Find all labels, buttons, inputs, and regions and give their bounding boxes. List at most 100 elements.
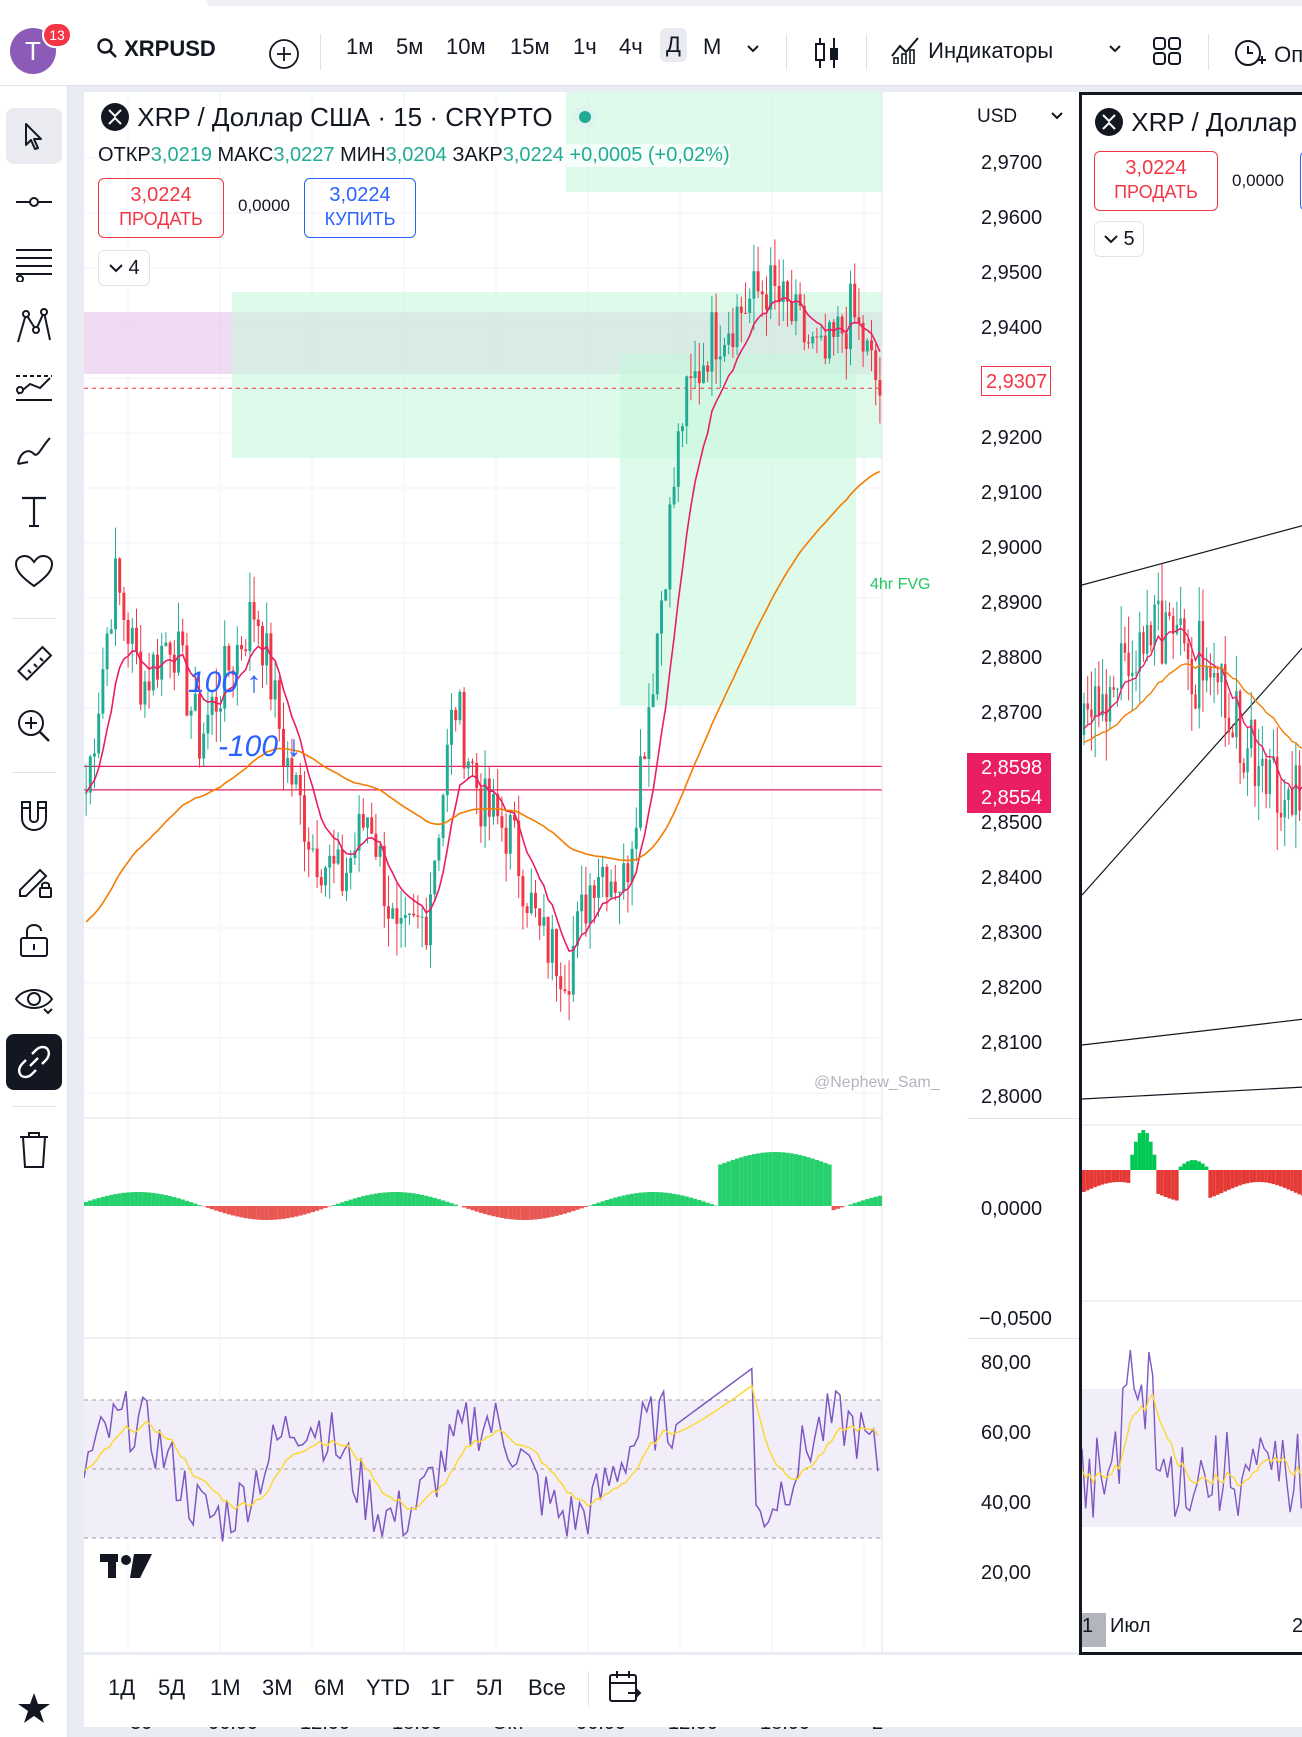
candle-body — [332, 855, 336, 864]
lock-all-tool[interactable] — [6, 912, 62, 968]
candle-body — [126, 619, 130, 644]
oscillator-bar — [537, 1206, 542, 1220]
timeframe-4h[interactable]: 4ч — [619, 34, 643, 59]
candle-body — [571, 945, 575, 995]
sell-button[interactable]: 3,0224 ПРОДАТЬ — [98, 178, 224, 238]
oscillator-bar — [294, 1206, 299, 1217]
candle-body — [210, 696, 214, 715]
secondary-sell-button[interactable]: 3,0224 ПРОДАТЬ — [1094, 151, 1218, 211]
timeframe-5m[interactable]: 5м — [396, 34, 424, 59]
sidebar-divider — [12, 1106, 56, 1107]
range-1m[interactable]: 1М — [210, 1675, 241, 1700]
bottombar-divider — [588, 1671, 589, 1707]
range-3m[interactable]: 3М — [262, 1675, 293, 1700]
timeframe-1h[interactable]: 1ч — [573, 34, 597, 59]
compare-button[interactable] — [268, 38, 300, 76]
secondary-chart-svg[interactable] — [1082, 95, 1302, 1655]
oscillator-bar — [247, 1206, 252, 1219]
candle-body — [664, 589, 668, 601]
pane-divider — [967, 1338, 1079, 1339]
oscillator-bar — [121, 1192, 126, 1206]
candle-body — [1220, 664, 1223, 683]
timeframe-1m[interactable]: 1м — [346, 34, 374, 59]
symbol-search[interactable]: XRPUSD — [96, 36, 216, 62]
candle-body — [525, 906, 529, 914]
oscillator-bar — [168, 1196, 173, 1206]
fib-tool[interactable] — [6, 236, 62, 292]
measure-tool[interactable] — [6, 636, 62, 692]
indicators-dropdown[interactable] — [1106, 38, 1124, 64]
range-5d[interactable]: 5Д — [158, 1675, 186, 1700]
timeframe-15m[interactable]: 15м — [510, 34, 550, 59]
oscillator-bar — [1197, 1161, 1201, 1170]
candle-body — [118, 558, 122, 593]
timeframe-10m[interactable]: 10м — [446, 34, 486, 59]
price-tick: 2,9000 — [981, 537, 1043, 559]
indicators-collapse-button[interactable]: 4 — [98, 250, 150, 286]
cursor-tool[interactable] — [6, 108, 62, 164]
timeframe-dropdown[interactable] — [744, 38, 762, 64]
remove-drawings-tool[interactable] — [6, 1122, 62, 1178]
indicators-button[interactable]: Индикаторы — [890, 34, 1054, 65]
candle-body — [143, 681, 147, 705]
sell-label: ПРОДАТЬ — [119, 209, 203, 229]
main-chart-pane[interactable]: 100 ↑ -100 ↓ XRP / Доллар США · 15 · CRYP… — [84, 92, 967, 1734]
indicators-label: Индикаторы — [928, 38, 1054, 63]
buy-button[interactable]: 3,0224 КУПИТЬ — [304, 178, 416, 238]
candle-body — [840, 316, 844, 334]
hide-tool[interactable] — [6, 972, 62, 1028]
oscillator-bar — [684, 1196, 689, 1206]
candle-body — [559, 976, 563, 990]
candle-body — [1168, 612, 1171, 617]
goto-date-button[interactable] — [608, 1669, 642, 1711]
prediction-tool[interactable] — [6, 360, 62, 416]
candle-body — [1235, 690, 1238, 738]
candle-body — [823, 335, 827, 359]
watchlist-star[interactable] — [6, 1680, 62, 1736]
toolbar-divider — [786, 34, 787, 70]
secondary-collapse-button[interactable]: 5 — [1094, 221, 1144, 257]
magnet-tool[interactable] — [6, 790, 62, 846]
level-tag-lower: 2,8554 — [967, 783, 1051, 813]
oscillator-bar — [100, 1196, 105, 1206]
candle-body — [416, 915, 420, 917]
sync-drawings-tool[interactable] — [6, 1034, 62, 1090]
oscillator-bar — [1186, 1161, 1190, 1170]
pane-divider — [967, 1118, 1079, 1119]
unlock-icon — [20, 924, 48, 957]
alert-button[interactable]: Оп — [1232, 34, 1302, 70]
candle-body — [93, 753, 96, 757]
text-tool[interactable] — [6, 484, 62, 540]
oscillator-bar — [84, 1201, 89, 1206]
favorites-tool[interactable] — [6, 544, 62, 600]
price-scale[interactable]: USD 2,9700 2,9600 2,9500 2,9400 2,9307 2… — [967, 92, 1079, 1652]
secondary-chart-pane[interactable]: XRP / Доллар 3,0224 ПРОДАТЬ 0,0000 5 1 И… — [1079, 92, 1302, 1655]
oscillator-bar — [222, 1206, 227, 1214]
oscillator-bar — [180, 1199, 185, 1206]
range-ytd[interactable]: YTD — [366, 1675, 410, 1700]
oscillator-bar — [1089, 1170, 1094, 1189]
candle-body — [1209, 666, 1212, 678]
currency-selector[interactable]: USD — [977, 106, 1064, 128]
layouts-button[interactable] — [1152, 36, 1182, 72]
candle-body — [412, 913, 416, 916]
price-chart-svg[interactable]: 100 ↑ -100 ↓ — [84, 92, 967, 1652]
trend-line-tool[interactable] — [6, 174, 62, 230]
pattern-tool[interactable] — [6, 298, 62, 354]
timeframe-month[interactable]: М — [703, 34, 722, 59]
zoom-tool[interactable] — [6, 698, 62, 754]
chart-type-button[interactable] — [812, 36, 842, 76]
range-1d[interactable]: 1Д — [108, 1675, 136, 1700]
range-5y[interactable]: 5Л — [476, 1675, 503, 1700]
candle-body — [345, 872, 348, 892]
range-1y[interactable]: 1Г — [430, 1675, 455, 1700]
range-6m[interactable]: 6М — [314, 1675, 345, 1700]
oscillator-bar — [1278, 1170, 1283, 1187]
brush-tool[interactable] — [6, 422, 62, 478]
range-all[interactable]: Все — [528, 1675, 566, 1700]
oscillator-bar — [516, 1206, 521, 1220]
timeframe-day[interactable]: Д — [660, 28, 687, 62]
oscillator-bar — [827, 1164, 832, 1206]
oscillator-bar — [138, 1192, 143, 1206]
lock-drawing-tool[interactable] — [6, 852, 62, 908]
